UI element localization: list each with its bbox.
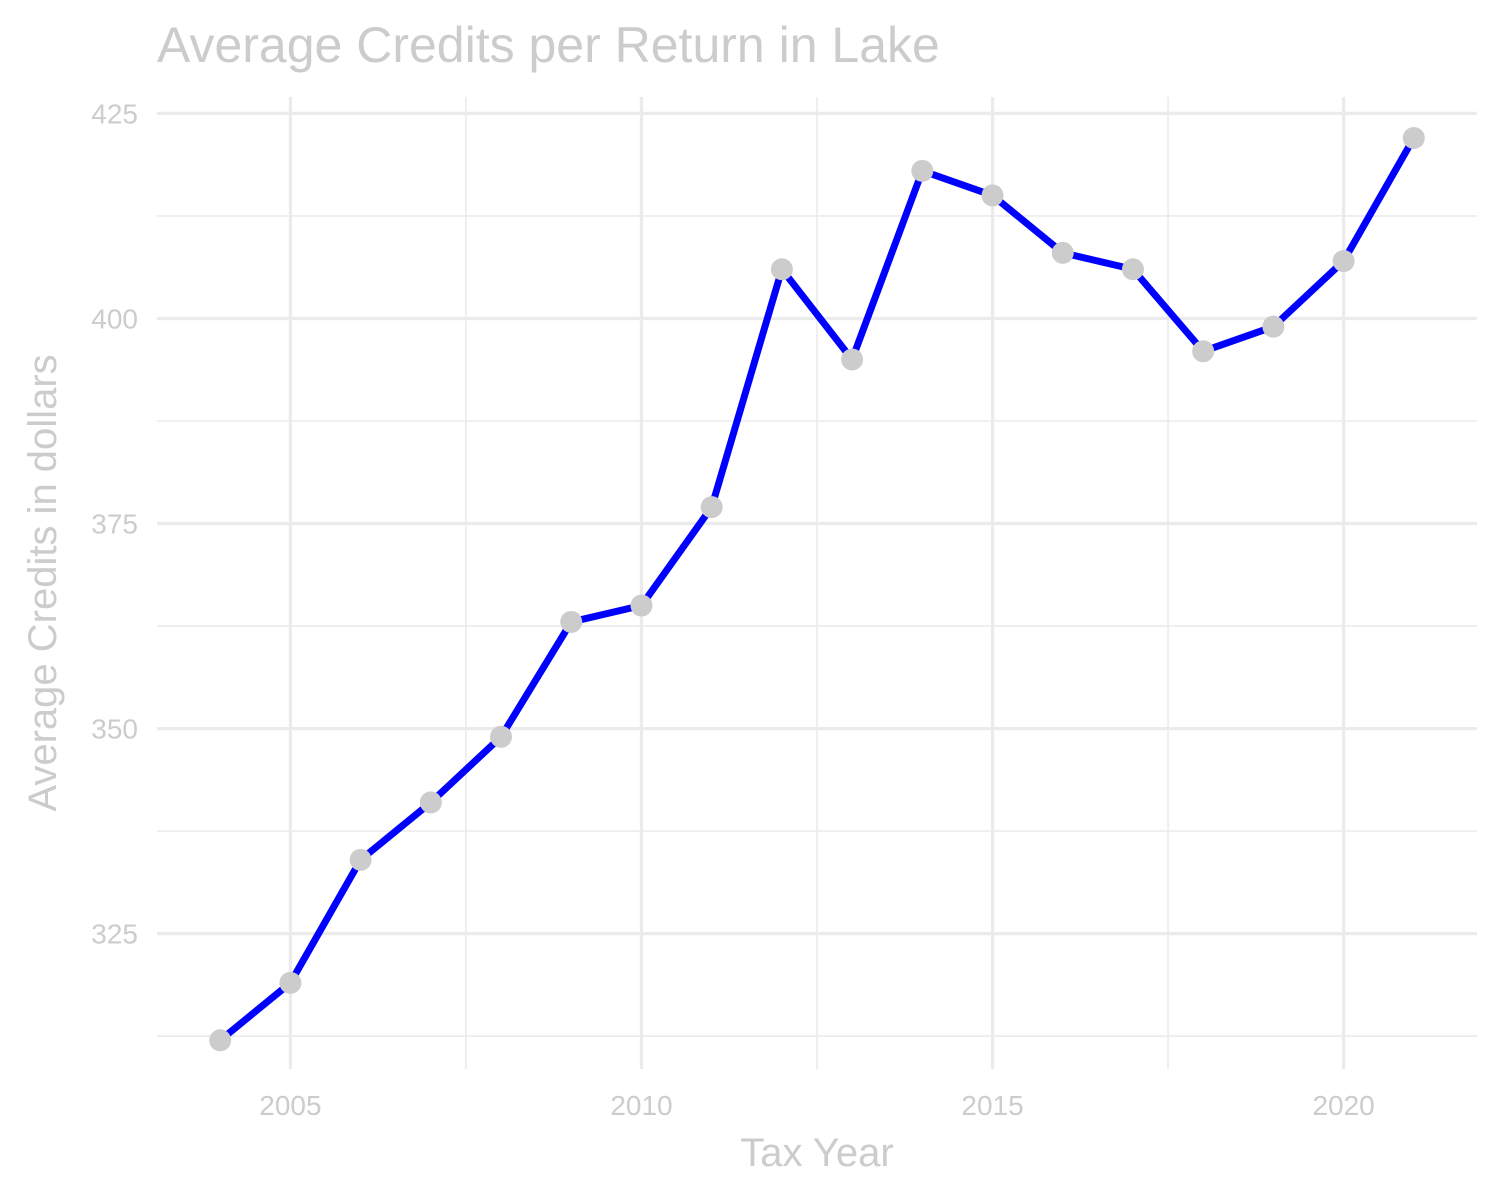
data-point — [1402, 127, 1425, 150]
data-point — [1121, 258, 1144, 281]
data-point — [630, 594, 653, 617]
y-tick-label: 375 — [91, 509, 138, 540]
y-tick-label: 400 — [91, 303, 138, 334]
data-point — [279, 971, 302, 994]
x-tick-label: 2005 — [259, 1090, 321, 1121]
data-point — [841, 348, 864, 371]
data-point — [1332, 250, 1355, 273]
x-axis-title: Tax Year — [740, 1131, 893, 1175]
x-tick-label: 2010 — [610, 1090, 672, 1121]
data-point — [419, 791, 442, 814]
data-point — [911, 159, 934, 182]
data-point — [209, 1029, 232, 1052]
y-tick-label: 425 — [91, 98, 138, 129]
minor-gridlines — [157, 97, 1477, 1069]
series-line — [216, 134, 1418, 1044]
data-point — [490, 725, 513, 748]
data-point — [700, 496, 723, 519]
y-tick-label: 350 — [91, 714, 138, 745]
data-point — [349, 848, 372, 871]
data-point — [1051, 241, 1074, 264]
data-point — [981, 184, 1004, 207]
x-tick-label: 2015 — [961, 1090, 1023, 1121]
chart-title: Average Credits per Return in Lake — [157, 17, 940, 73]
points-layer — [209, 127, 1425, 1052]
y-axis-title: Average Credits in dollars — [21, 354, 65, 811]
x-tick-labels: 2005 2010 2015 2020 — [259, 1090, 1374, 1121]
data-point — [1262, 315, 1285, 338]
y-tick-labels: 325 350 375 400 425 — [91, 98, 138, 949]
data-point — [1192, 340, 1215, 363]
data-point — [560, 610, 583, 633]
series-layer — [216, 134, 1418, 1044]
data-point — [770, 258, 793, 281]
y-tick-label: 325 — [91, 919, 138, 950]
x-tick-label: 2020 — [1312, 1090, 1374, 1121]
